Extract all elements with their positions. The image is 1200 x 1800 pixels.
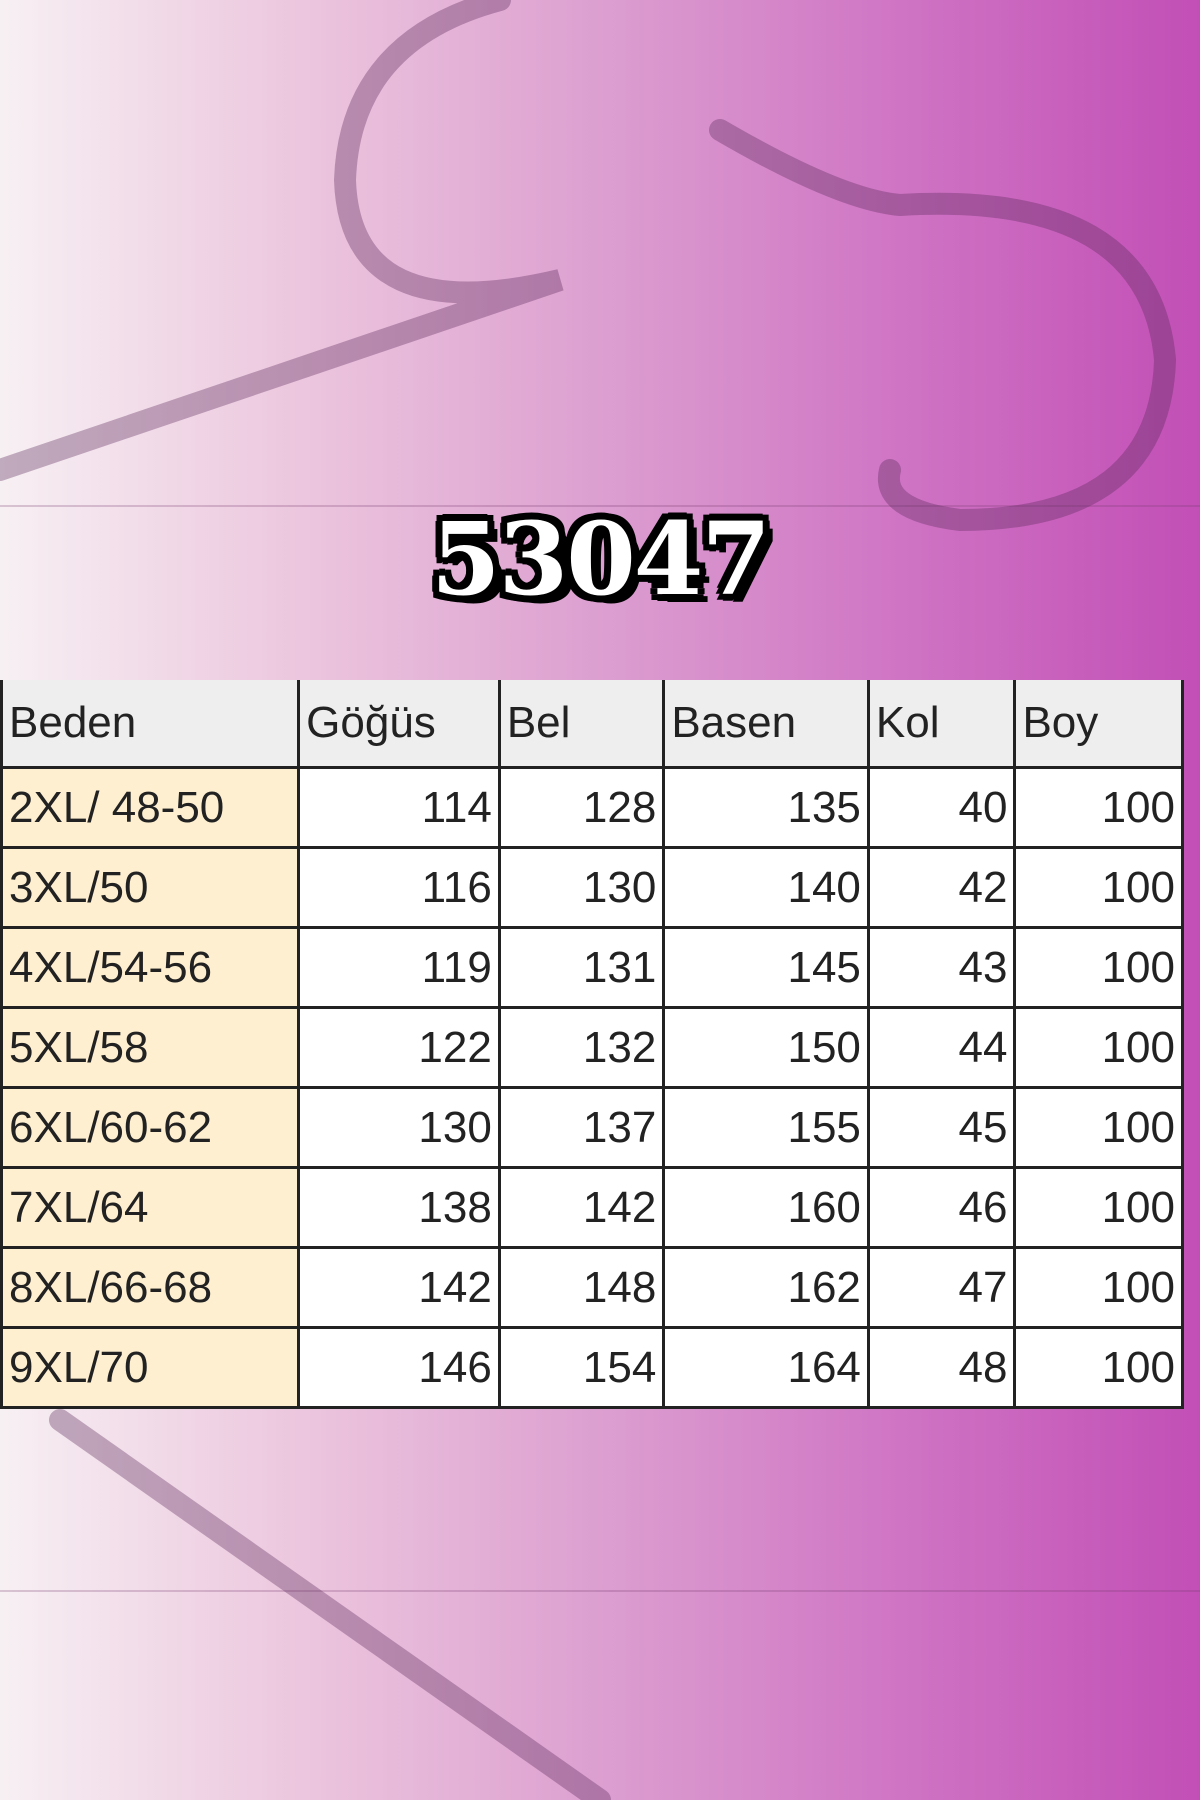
size-cell: 4XL/54-56 — [0, 926, 301, 1009]
measurement-cell: 116 — [297, 846, 501, 929]
measurement-cell: 100 — [1013, 1006, 1184, 1089]
wood-plank-line — [0, 505, 1200, 507]
measurement-cell: 160 — [662, 1166, 870, 1249]
measurement-cell: 137 — [497, 1086, 666, 1169]
table-row: 3XL/50 116 130 140 42 100 — [0, 846, 1184, 929]
measurement-cell: 100 — [1013, 1166, 1184, 1249]
measurement-cell: 119 — [297, 926, 501, 1009]
table-row: 8XL/66-68 142 148 162 47 100 — [0, 1246, 1184, 1329]
table-row: 5XL/58 122 132 150 44 100 — [0, 1006, 1184, 1089]
measurement-cell: 138 — [297, 1166, 501, 1249]
size-cell: 8XL/66-68 — [0, 1246, 301, 1329]
measurement-cell: 150 — [662, 1006, 870, 1089]
measurement-cell: 45 — [866, 1086, 1017, 1169]
measurement-cell: 100 — [1013, 1326, 1184, 1409]
measurement-cell: 140 — [662, 846, 870, 929]
measurement-cell: 100 — [1013, 846, 1184, 929]
measurement-cell: 40 — [866, 766, 1017, 849]
column-header: Kol — [866, 680, 1017, 769]
measurement-cell: 44 — [866, 1006, 1017, 1089]
table-row: 7XL/64 138 142 160 46 100 — [0, 1166, 1184, 1249]
column-header: Boy — [1013, 680, 1184, 769]
product-code: 53047 — [431, 500, 771, 618]
measurement-cell: 48 — [866, 1326, 1017, 1409]
measurement-cell: 145 — [662, 926, 870, 1009]
measurement-cell: 130 — [497, 846, 666, 929]
measurement-cell: 42 — [866, 846, 1017, 929]
measurement-cell: 100 — [1013, 766, 1184, 849]
column-header: Beden — [0, 680, 301, 769]
measurement-cell: 114 — [297, 766, 501, 849]
size-cell: 9XL/70 — [0, 1326, 301, 1409]
measurement-cell: 43 — [866, 926, 1017, 1009]
measurement-cell: 142 — [297, 1246, 501, 1329]
measurement-cell: 47 — [866, 1246, 1017, 1329]
measurement-cell: 132 — [497, 1006, 666, 1089]
measurement-cell: 100 — [1013, 926, 1184, 1009]
measurement-cell: 130 — [297, 1086, 501, 1169]
size-chart-table: Beden Göğüs Bel Basen Kol Boy 2XL/ 48-50 114 12… — [0, 680, 1184, 1409]
measurement-cell: 128 — [497, 766, 666, 849]
size-cell: 3XL/50 — [0, 846, 301, 929]
column-header: Basen — [662, 680, 870, 769]
measurement-cell: 100 — [1013, 1086, 1184, 1169]
measurement-cell: 46 — [866, 1166, 1017, 1249]
column-header: Göğüs — [297, 680, 501, 769]
measurement-cell: 122 — [297, 1006, 501, 1089]
size-cell: 5XL/58 — [0, 1006, 301, 1089]
measurement-cell: 131 — [497, 926, 666, 1009]
size-cell: 7XL/64 — [0, 1166, 301, 1249]
measurement-cell: 100 — [1013, 1246, 1184, 1329]
measurement-cell: 162 — [662, 1246, 870, 1329]
measurement-cell: 142 — [497, 1166, 666, 1249]
measurement-cell: 155 — [662, 1086, 870, 1169]
size-cell: 6XL/60-62 — [0, 1086, 301, 1169]
table-header-row: Beden Göğüs Bel Basen Kol Boy — [0, 680, 1184, 769]
table-row: 9XL/70 146 154 164 48 100 — [0, 1326, 1184, 1409]
column-header: Bel — [497, 680, 666, 769]
measurement-cell: 154 — [497, 1326, 666, 1409]
wood-plank-line — [0, 1590, 1200, 1592]
measurement-cell: 164 — [662, 1326, 870, 1409]
measurement-cell: 135 — [662, 766, 870, 849]
table-row: 6XL/60-62 130 137 155 45 100 — [0, 1086, 1184, 1169]
size-cell: 2XL/ 48-50 — [0, 766, 301, 849]
measurement-cell: 148 — [497, 1246, 666, 1329]
table-row: 4XL/54-56 119 131 145 43 100 — [0, 926, 1184, 1009]
table-row: 2XL/ 48-50 114 128 135 40 100 — [0, 766, 1184, 849]
measurement-cell: 146 — [297, 1326, 501, 1409]
